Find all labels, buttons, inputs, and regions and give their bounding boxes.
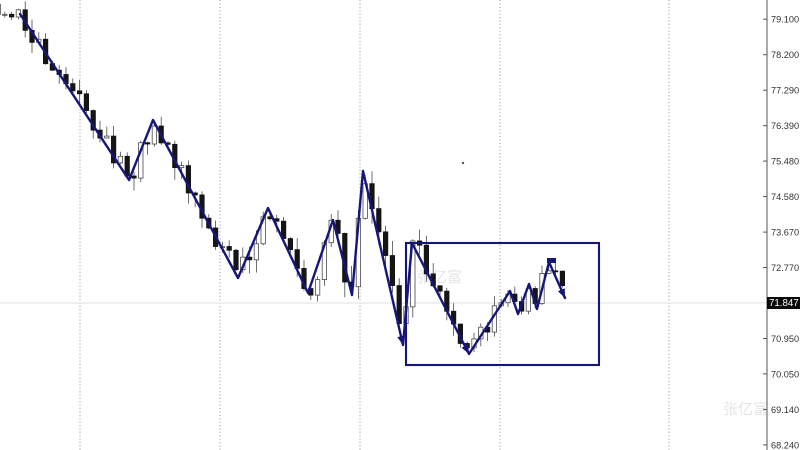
svg-text:77.290: 77.290 bbox=[771, 86, 799, 96]
svg-text:75.480: 75.480 bbox=[771, 157, 799, 167]
svg-text:76.390: 76.390 bbox=[771, 121, 799, 131]
svg-text:68.240: 68.240 bbox=[771, 440, 799, 450]
svg-text:69.140: 69.140 bbox=[771, 405, 799, 415]
svg-text:70.050: 70.050 bbox=[771, 369, 799, 379]
svg-text:72.770: 72.770 bbox=[771, 263, 799, 273]
svg-text:79.100: 79.100 bbox=[771, 15, 799, 25]
svg-text:张亿富: 张亿富 bbox=[723, 400, 768, 418]
svg-text:张亿富: 张亿富 bbox=[417, 268, 462, 286]
svg-text:78.200: 78.200 bbox=[771, 50, 799, 60]
svg-text:73.670: 73.670 bbox=[771, 228, 799, 238]
svg-text:74.580: 74.580 bbox=[771, 192, 799, 202]
svg-text:71.847: 71.847 bbox=[769, 298, 799, 309]
svg-text:70.950: 70.950 bbox=[771, 334, 799, 344]
